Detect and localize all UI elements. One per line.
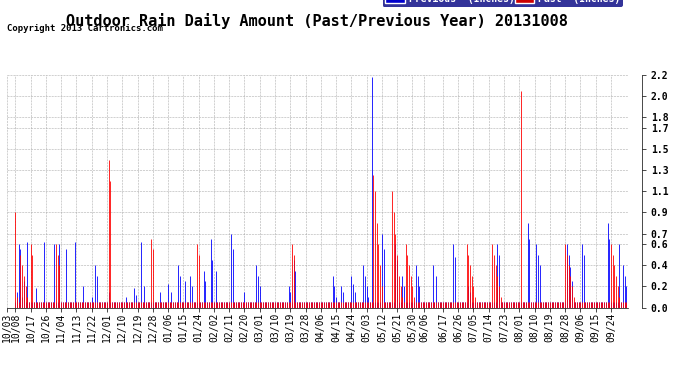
Text: Copyright 2013 Cartronics.com: Copyright 2013 Cartronics.com: [7, 24, 163, 33]
Text: Outdoor Rain Daily Amount (Past/Previous Year) 20131008: Outdoor Rain Daily Amount (Past/Previous…: [66, 13, 569, 29]
Legend: Previous  (Inches), Past  (Inches): Previous (Inches), Past (Inches): [382, 0, 623, 8]
